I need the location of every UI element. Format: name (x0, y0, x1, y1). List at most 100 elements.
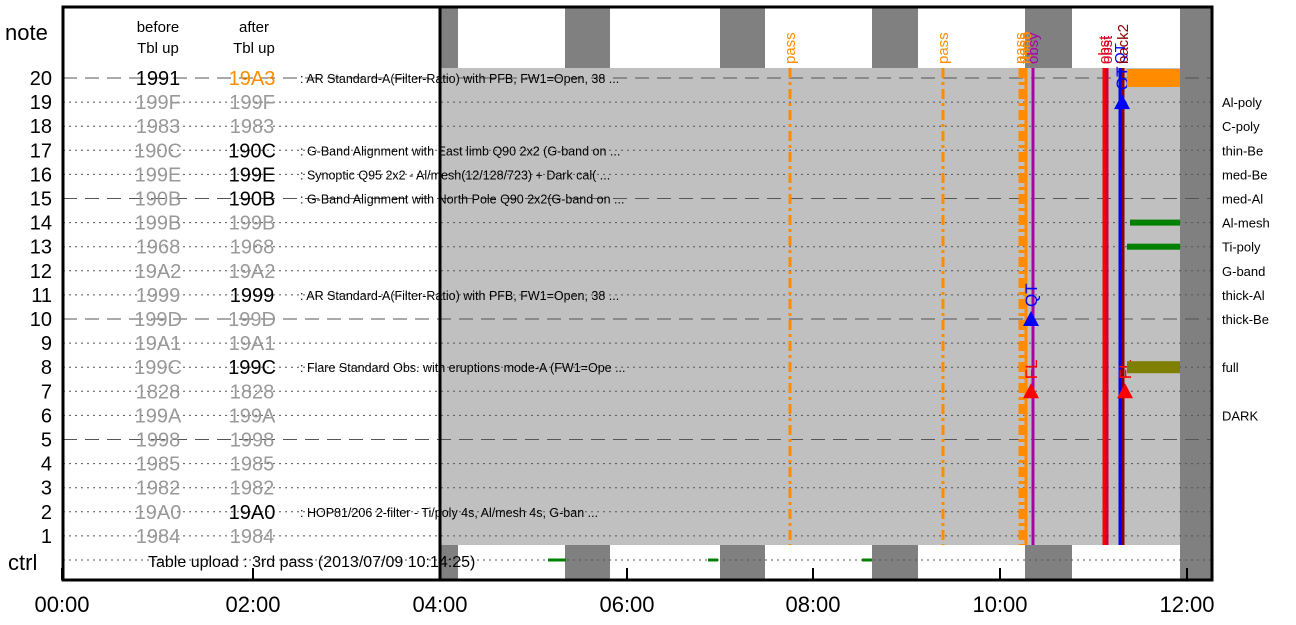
row-description: : G-Band Alignment with East limb Q90 2x… (300, 144, 620, 158)
row-filter-label: full (1222, 360, 1239, 375)
row-note-label: 5 (41, 430, 52, 452)
event-label-pass: pass (935, 32, 952, 64)
x-tick-label: 12:00 (1159, 592, 1214, 617)
before-header-line2: Tbl up (137, 40, 179, 57)
filter-bar-13 (1127, 243, 1180, 250)
row-note-label: 13 (30, 237, 52, 259)
observation-block (440, 68, 1180, 545)
row-before-id: 199D (134, 309, 182, 331)
row-description: : HOP81/206 2-filter - Ti/poly 4s, Al/me… (300, 506, 598, 520)
row-note-label: 8 (41, 357, 52, 379)
x-tick-label: 02:00 (225, 592, 280, 617)
row-filter-label: Al-mesh (1222, 216, 1270, 231)
trigger-triangle (1114, 94, 1130, 110)
row-before-id: 1983 (136, 116, 181, 138)
row-filter-label: C-poly (1222, 119, 1260, 134)
row-note-label: 7 (41, 381, 52, 403)
filter-bar-8 (1127, 361, 1180, 374)
row-before-id: 19A1 (135, 333, 182, 355)
row-before-id: 1828 (136, 381, 181, 403)
table-upload-text: Table upload : 3rd pass (2013/07/09 10:1… (148, 554, 475, 571)
event-label-obst: obst (1099, 35, 1116, 64)
event-label-pass: pass (1012, 32, 1029, 64)
row-after-id: 1983 (230, 116, 275, 138)
row-filter-label: thin-Be (1222, 143, 1263, 158)
row-before-id: 1968 (136, 237, 181, 259)
row-before-id: 19A0 (135, 502, 182, 524)
event-label-QT: QT (1112, 43, 1129, 64)
observation-block-fill (440, 68, 1180, 545)
row-note-label: 1 (41, 526, 52, 548)
row-after-id: 190B (229, 189, 276, 211)
row-note-label: 10 (30, 309, 52, 331)
row-after-id: 199C (228, 357, 276, 379)
event-label-tblup: tblup (1018, 31, 1035, 64)
row-filter-label: thick-Al (1222, 288, 1265, 303)
row-after-id: 19A0 (229, 502, 276, 524)
row-description: : AR Standard-A(Filter-Ratio) with PFB, … (300, 289, 619, 303)
row-after-id: 1828 (230, 381, 275, 403)
note-header: note (5, 20, 48, 45)
x-tick-label: 00:00 (34, 592, 89, 617)
plot-border (61, 5, 1214, 582)
row-filter-label: med-Be (1222, 167, 1268, 182)
ctrl-label: ctrl (8, 550, 37, 575)
row-after-id: 199F (229, 92, 275, 114)
row-after-id: 1982 (230, 478, 275, 500)
row-note-label: 20 (30, 68, 52, 90)
row-filter-label: thick-Be (1222, 312, 1269, 327)
trigger-label: FL (1022, 359, 1041, 379)
row-note-label: 19 (30, 92, 52, 114)
x-tick-label: 08:00 (785, 592, 840, 617)
dark-band-5 (1180, 7, 1212, 580)
filter-bars (548, 69, 1180, 562)
event-label-back2: back2 (1115, 24, 1132, 64)
plot-frame (61, 5, 1214, 582)
row-description: : Flare Standard Obs. with eruptions mod… (300, 361, 626, 375)
row-after-id: 199D (228, 309, 276, 331)
row-description: : Synoptic Q95 2x2 - Al/mesh(12/128/723)… (300, 168, 610, 182)
row-after-id: 190C (228, 140, 276, 162)
event-label-pass: pass (782, 32, 799, 64)
filter-bar-20 (1127, 69, 1180, 87)
row-note-label: 18 (30, 116, 52, 138)
row-after-id: 19A2 (229, 261, 276, 283)
row-note-label: 15 (30, 189, 52, 211)
row-before-id: 1999 (136, 285, 181, 307)
row-note-label: 11 (31, 285, 52, 307)
row-before-id: 190B (135, 189, 182, 211)
after-header-line2: Tbl up (233, 40, 275, 57)
row-note-label: 3 (41, 478, 52, 500)
row-filter-label: Al-poly (1222, 95, 1262, 110)
x-axis: 00:00 02:00 04:00 06:00 08:00 10:00 12:00 (34, 568, 1215, 617)
before-header-line1: before (137, 19, 180, 36)
after-header-line1: after (239, 19, 269, 36)
row-before-id: 19A2 (135, 261, 182, 283)
row-before-id: 1985 (136, 454, 181, 476)
trigger-triangle (1023, 383, 1039, 399)
trigger-triangle (1117, 383, 1133, 399)
row-filter-label: G-band (1222, 264, 1265, 279)
row-before-id: 199C (134, 357, 182, 379)
row-labels: 20 1991 19A3: AR Standard-A(Filter-Ratio) … (30, 68, 1270, 548)
trigger-triangle (1023, 311, 1039, 326)
filter-bar-14 (1130, 219, 1180, 226)
row-description: : AR Standard-A(Filter-Ratio) with PFB, … (300, 72, 619, 86)
row-description: : G-Band Alignment with North Pole Q90 2… (300, 193, 624, 207)
row-before-id: 199B (135, 213, 182, 235)
row-after-id: 1985 (230, 454, 275, 476)
row-before-id: 199F (135, 92, 181, 114)
row-note-label: 6 (41, 405, 52, 427)
row-before-id: 1982 (136, 478, 181, 500)
row-before-id: 1991 (136, 68, 181, 90)
row-filter-label: med-Al (1222, 192, 1263, 207)
event-label-pass: pass (1015, 32, 1032, 64)
row-after-id: 199B (229, 213, 276, 235)
row-before-id: 190C (134, 140, 182, 162)
row-after-id: 199E (229, 164, 276, 186)
row-before-id: 199A (135, 405, 182, 427)
row-before-id: 1984 (136, 526, 181, 548)
x-tick-label: 10:00 (972, 592, 1027, 617)
